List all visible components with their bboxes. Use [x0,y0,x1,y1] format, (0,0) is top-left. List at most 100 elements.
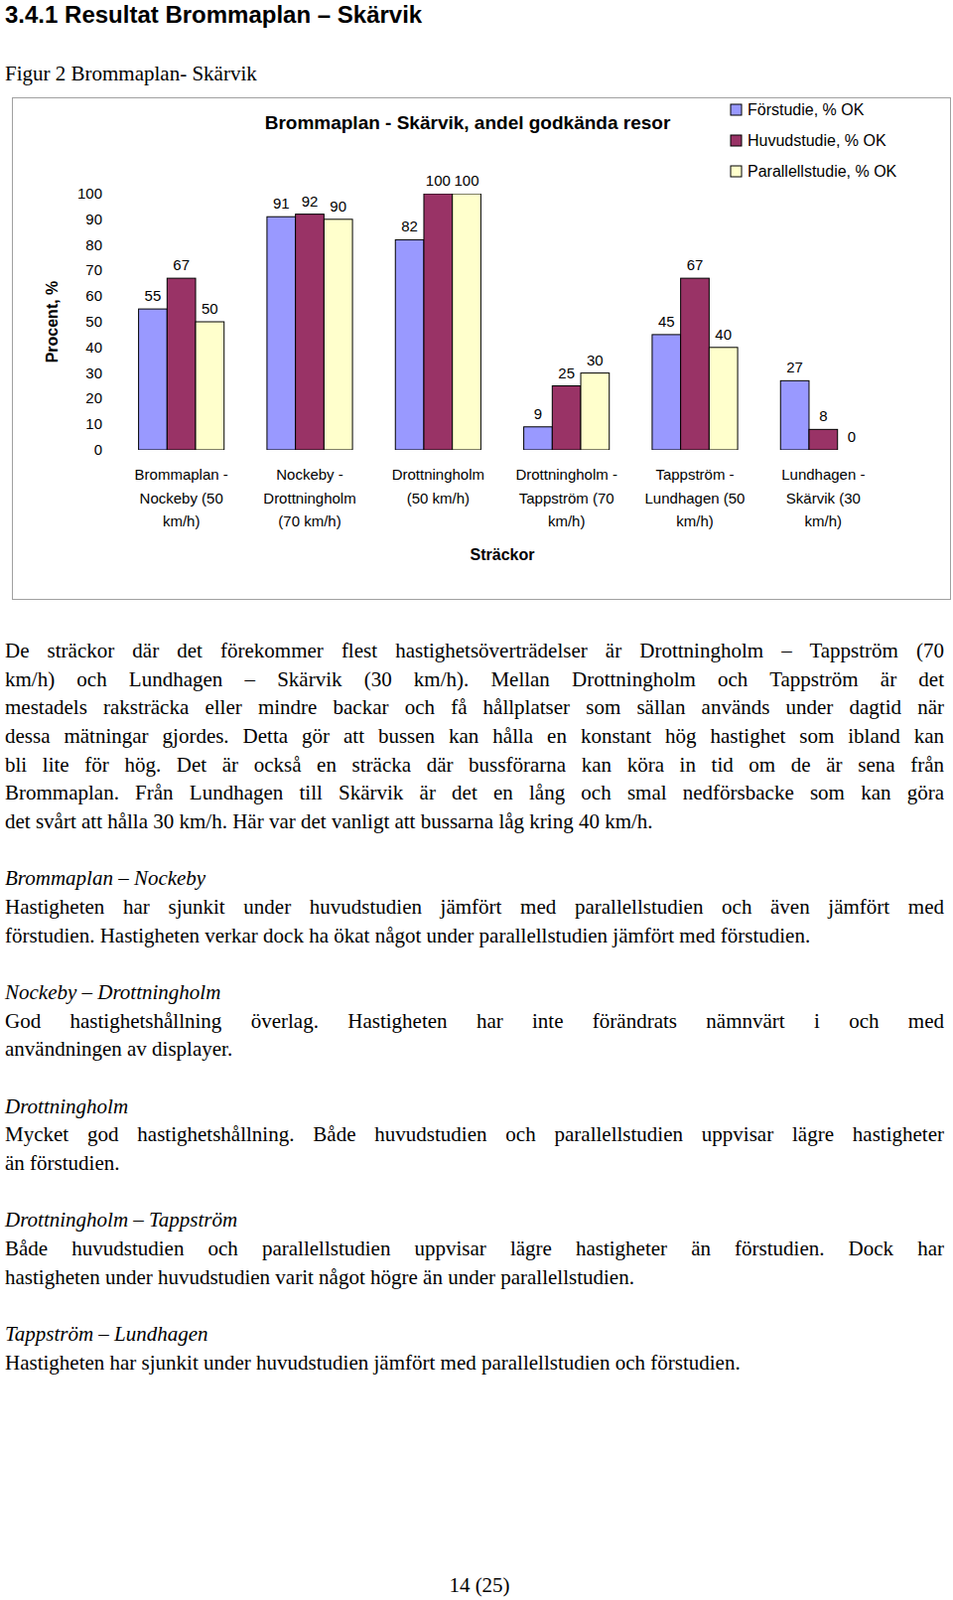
x-tick-label-line: Tappström - [655,465,734,483]
y-tick-label: 90 [85,210,103,228]
section-heading: Brommaplan – Nockeby [4,864,945,891]
data-label: 55 [144,286,162,304]
data-label: 82 [401,217,418,235]
bar [395,239,424,450]
x-tick-label: Tappström - Lundhagen (50 km/h) [645,465,746,530]
x-tick-label-line: (70 km/h) [277,512,341,530]
text-line: det svårt att hålla 30 km/h. Här var det… [4,808,945,834]
x-tick-label-line: Lundhagen (50 [645,489,746,507]
section-heading: Drottningholm [4,1092,945,1119]
bars [138,193,838,450]
chart-title: Brommaplan - Skärvik, andel godkända res… [265,112,672,134]
data-label: 67 [172,256,190,273]
data-label: 100 [425,171,451,189]
y-tick-label: 20 [85,389,103,407]
legend-swatch [730,165,742,177]
y-axis-label: Procent, % [43,280,61,364]
y-tick-label: 40 [85,338,103,356]
data-label: 8 [818,407,827,424]
legend-swatch [730,135,742,146]
x-tick-label: Drottningholm (50 km/h) [392,465,485,507]
bar [837,449,867,451]
data-label: 67 [686,256,704,273]
x-tick-label-line: Brommaplan - [135,465,229,483]
x-tick-label-line: Tappström (70 [519,489,615,507]
bar [295,214,325,450]
bar [452,193,482,450]
text-line: Hastigheten har sjunkit under huvudstudi… [4,1349,945,1375]
bar [780,380,810,450]
page-number: 14 (25) [0,1572,953,1598]
x-tick-label: Nockeby - Drottningholm (70 km/h) [263,465,356,530]
text-line: bli lite för hög. Det är också en sträck… [4,751,945,778]
text-line: De sträckor där det förekommer flest has… [4,637,945,664]
text-line: God hastighetshållning överlag. Hastighe… [4,1007,945,1034]
bar [580,373,610,450]
text-line: än förstudien. [4,1149,945,1176]
data-label: 90 [329,197,347,215]
chart-frame [12,98,952,600]
data-label: 45 [658,312,676,330]
data-label: 25 [557,364,575,382]
data-labels: 55918294527679210025678509010030400 [144,171,857,445]
y-tick-label: 10 [85,414,103,432]
text-line: förstudien. Hastigheten verkar dock ha ö… [4,922,945,949]
text-line: km/h) och Lundhagen – Skärvik (30 km/h).… [4,666,945,692]
bar [809,428,838,450]
text-line: Mycket god hastighetshållning. Både huvu… [4,1120,945,1147]
bar [195,321,225,450]
data-label: 9 [534,405,543,422]
data-label: 0 [847,427,856,445]
text-line: användningen av displayer. [4,1035,945,1062]
x-tick-label: Lundhagen - Skärvik (30 km/h) [781,465,865,530]
x-tick-label-line: Lundhagen - [781,465,865,483]
data-label: 91 [272,194,290,212]
data-label: 100 [454,171,480,189]
legend-label: Förstudie, % OK [747,101,865,119]
y-tick-label: 30 [85,364,103,382]
section-title: 3.4.1 Resultat Brommaplan – Skärvik [4,0,422,29]
bar [138,308,168,450]
section-heading: Tappström – Lundhagen [4,1320,945,1347]
y-tick-label: 70 [85,261,103,278]
section-heading: Drottningholm – Tappström [4,1206,945,1232]
x-tick-label-line: Drottningholm - [515,465,618,483]
x-tick-label-line: Skärvik (30 [786,489,861,507]
bar [267,216,296,450]
bar [708,347,738,450]
bar [680,277,710,450]
legend-swatch [730,104,742,116]
x-axis-label: Sträckor [470,545,536,563]
data-label: 40 [714,325,732,343]
x-tick-label-line: Nockeby - [275,465,344,483]
figure-caption: Figur 2 Brommaplan- Skärvik [4,61,258,87]
text-line: hastigheten under huvudstudien varit någ… [4,1263,945,1290]
y-tick-label: 100 [77,184,103,202]
text-line: Brommaplan. Från Lundhagen till Skärvik … [4,779,945,806]
x-tick-label-line: Drottningholm [263,489,356,507]
text-line: Både huvudstudien och parallellstudien u… [4,1234,945,1261]
bar [652,334,681,450]
text-line: mestadels raksträcka eller mindre backar… [4,693,945,720]
legend-label: Parallellstudie, % OK [747,162,898,180]
data-label: 30 [586,351,604,369]
legend: Förstudie, % OK Huvudstudie, % OK Parallel… [730,101,898,180]
bar [524,426,553,450]
x-tick-label-line: km/h) [676,512,714,530]
x-tick-label-line: Nockeby (50 [139,489,224,507]
data-label: 92 [301,192,319,210]
bar [166,277,196,450]
section-heading: Nockeby – Drottningholm [4,978,945,1005]
data-label: 27 [786,358,804,376]
bar [551,386,581,451]
x-tick-label-line: km/h) [805,512,843,530]
bar [423,193,453,450]
x-tick-label-line: km/h) [547,512,586,530]
x-tick-label: Brommaplan -Nockeby (50km/h) [135,465,229,530]
text-line: dessa mätningar gjordes. Detta gör att b… [4,722,945,749]
legend-label: Huvudstudie, % OK [747,132,887,149]
y-tick-label: 80 [85,236,103,254]
x-tick-label-line: Drottningholm [392,465,485,483]
y-tick-label: 0 [94,440,103,458]
x-tick-label-line: (50 km/h) [407,489,470,507]
